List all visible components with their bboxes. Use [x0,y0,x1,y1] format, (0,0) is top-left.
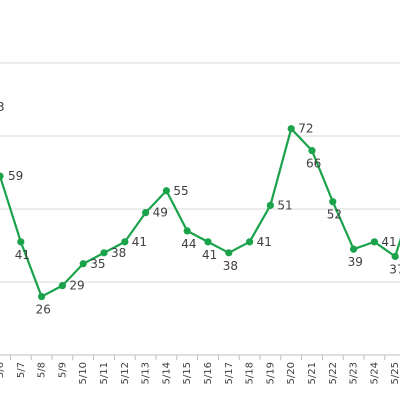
data-label: 26 [36,303,51,317]
x-tick-label: 5/21 [307,362,318,384]
data-labels: 59 41 26 29 35 38 41 49 55 44 41 38 41 51 72 66 52 39 41 37 [8,122,400,317]
x-tick-label: 5/19 [265,362,276,384]
data-point [58,282,66,290]
x-tick-label: 5/17 [224,362,235,384]
data-point [183,227,191,235]
data-point [79,260,87,268]
data-point [266,201,274,209]
x-tick-label: 5/15 [182,362,193,384]
data-label: 59 [8,169,23,183]
x-tick-label: 5/23 [349,362,360,384]
x-tick-label: 5/11 [99,362,110,384]
data-point [162,187,170,195]
x-tick-label: 5/10 [78,362,89,384]
data-label: 41 [257,235,272,249]
data-label: 51 [277,198,292,212]
data-label: 39 [348,255,363,269]
data-point [329,198,337,206]
data-label: 66 [306,157,321,171]
x-tick-label: 5/20 [286,362,297,384]
data-label: 41 [202,248,217,262]
data-label: 29 [69,279,84,293]
data-point [17,238,25,246]
x-tick-label: 5/13 [141,362,152,384]
data-label: 55 [173,184,188,198]
data-points [0,125,399,301]
data-point [121,238,129,246]
data-label: 44 [181,237,196,251]
x-tick-label: 5/12 [120,362,131,384]
data-label: 41 [15,248,30,262]
x-tick-label: 5/8 [37,362,48,378]
x-tick-label: 5/7 [16,362,27,378]
data-point [204,238,212,246]
data-point [350,245,358,253]
data-point [246,238,254,246]
data-point [100,249,108,257]
x-tick-label: 5/14 [161,362,172,384]
data-label: 38 [111,246,126,260]
data-point [287,125,295,133]
x-tick-labels: 5/6 5/7 5/8 5/9 5/10 5/11 5/12 5/13 5/14 5/15 5/16… [0,362,400,384]
data-label: 41 [132,235,147,249]
data-point [142,209,150,217]
data-point [225,249,233,257]
x-tick-label: 5/9 [57,362,68,378]
data-point [308,147,316,155]
data-point [0,172,4,180]
x-tick-label: 5/24 [369,362,380,384]
data-label: 37 [389,262,400,276]
gridlines [0,62,400,283]
x-tick-label: 5/18 [245,362,256,384]
x-tick-marks [9,355,386,360]
x-tick-label: 5/22 [328,362,339,384]
data-point [38,293,46,301]
data-label: 52 [327,208,342,222]
data-label: 35 [90,257,105,271]
partial-data-label: 3 [0,100,5,114]
data-point [391,252,399,261]
x-tick-label: 5/25 [390,362,400,384]
x-tick-label: 5/16 [203,362,214,384]
data-label: 49 [153,206,168,220]
data-label: 38 [223,259,238,273]
data-label: 72 [298,122,313,136]
data-label: 41 [381,235,396,249]
x-tick-label: 5/6 [0,362,6,378]
data-point [370,238,378,246]
